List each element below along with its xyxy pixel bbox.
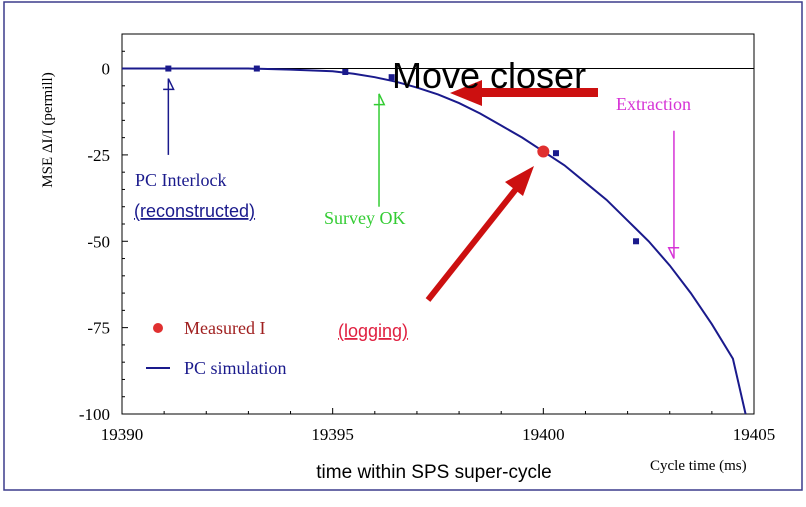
pc-interlock-label: PC Interlock bbox=[135, 170, 227, 190]
simulation-marker bbox=[253, 65, 260, 72]
y-tick-label: 0 bbox=[102, 60, 111, 79]
x-tick-label: 19405 bbox=[733, 425, 776, 444]
extraction-label: Extraction bbox=[616, 94, 691, 114]
survey-ok-arrow bbox=[373, 93, 386, 207]
simulation-marker bbox=[388, 74, 395, 81]
y-axis-label: MSE ΔI/I (permill) bbox=[40, 72, 56, 187]
move-closer-arrow-shaft bbox=[478, 88, 598, 97]
y-tick-label: -50 bbox=[87, 232, 110, 251]
axes: 19390 19395 19400 19405 0 -25 -50 -75 -100 bbox=[79, 50, 776, 444]
simulation-curve bbox=[122, 67, 747, 415]
y-tick-label: -100 bbox=[79, 405, 110, 424]
pc-interlock-sub-label: (reconstructed) bbox=[134, 201, 255, 221]
simulation-marker bbox=[552, 150, 559, 157]
move-closer-arrow-head bbox=[450, 80, 482, 106]
logging-arrow-head bbox=[505, 166, 534, 196]
pc-interlock-arrow-head bbox=[163, 78, 175, 91]
move-closer-label: Move closer bbox=[392, 55, 586, 96]
caption: time within SPS super-cycle bbox=[316, 462, 551, 483]
measured-point bbox=[537, 145, 550, 158]
move-closer-arrow bbox=[450, 80, 598, 106]
logging-arrow bbox=[425, 166, 534, 302]
slide-frame bbox=[3, 1, 803, 491]
simulation-marker bbox=[165, 65, 172, 72]
x-tick-label: 19400 bbox=[522, 425, 565, 444]
survey-ok-label: Survey OK bbox=[324, 208, 406, 228]
annotations bbox=[163, 78, 680, 302]
logging-label: (logging) bbox=[338, 321, 408, 341]
series bbox=[122, 65, 747, 415]
y-tick-label: -25 bbox=[87, 146, 110, 165]
simulation-marker bbox=[633, 238, 640, 245]
logging-arrow-shaft bbox=[425, 182, 523, 302]
x-tick-label: 19395 bbox=[311, 425, 354, 444]
y-tick-label: -75 bbox=[87, 319, 110, 338]
extraction-arrow bbox=[667, 130, 680, 259]
simulation-marker bbox=[342, 69, 349, 75]
x-tick-label: 19390 bbox=[101, 425, 144, 444]
survey-ok-arrow-head bbox=[373, 93, 386, 106]
extraction-arrow-head bbox=[667, 246, 680, 259]
x-axis-label: Cycle time (ms) bbox=[650, 458, 747, 474]
pc-interlock-arrow bbox=[163, 78, 175, 155]
legend-simulation-label: PC simulation bbox=[184, 358, 287, 378]
legend-measured-dot bbox=[153, 323, 163, 333]
legend-measured-label: Measured I bbox=[184, 318, 265, 338]
